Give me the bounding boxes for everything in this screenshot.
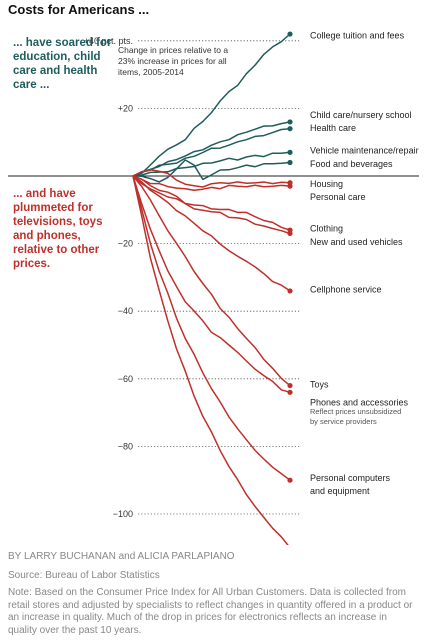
series-label: Televisions <box>310 543 355 545</box>
series-labels: College tuition and fees Child care/nurse… <box>310 31 419 545</box>
series-label: Cellphone service <box>310 285 382 295</box>
y-tick-label: +20 <box>118 103 133 113</box>
series-label: College tuition and fees <box>310 31 405 41</box>
series-line <box>132 175 291 481</box>
series-line <box>132 151 291 177</box>
series-label: Housing <box>310 179 343 189</box>
series-line <box>132 175 291 235</box>
y-tick-label: −80 <box>118 441 133 451</box>
series-line <box>132 175 291 292</box>
series-line <box>132 33 291 177</box>
series-end-marker <box>287 230 293 237</box>
plummeted-annotation: ... and have plummeted for televisions, … <box>13 188 103 270</box>
line-chart: +40 pct. pts. +20 −20 −40 −60 −80 −100 College… <box>8 31 419 545</box>
series-label: Toys <box>310 380 329 390</box>
series-line <box>132 175 291 192</box>
series-end-marker <box>287 159 293 166</box>
series-label: Clothing <box>310 223 343 233</box>
series-label: Child care/nursery school <box>310 110 412 120</box>
y-tick-label: −60 <box>118 374 133 384</box>
series-line <box>132 175 291 394</box>
series-label: Vehicle maintenance/repair <box>310 145 419 155</box>
soared-annotation: ... have soared for education, child car… <box>13 37 112 91</box>
series-line <box>132 175 289 545</box>
series-label: and equipment <box>310 486 370 496</box>
reference-note: Change in prices relative to a 23% increa… <box>118 45 228 77</box>
phones-note: Reflect prices unsubsidized by service pr… <box>310 407 401 426</box>
series-end-marker <box>287 126 293 132</box>
series-label: Health care <box>310 123 356 133</box>
y-tick-label: −40 <box>118 306 133 316</box>
series-end-marker <box>287 389 293 395</box>
series-end-marker <box>287 183 293 189</box>
series-line <box>132 168 291 188</box>
series-line <box>132 175 291 231</box>
series-line <box>132 127 291 177</box>
source-note: Source: Bureau of Labor Statistics <box>8 570 160 581</box>
byline: BY LARRY BUCHANAN and ALICIA PARLAPIANO <box>8 551 235 562</box>
y-tick-label: −100 <box>113 509 133 519</box>
series-label: Phones and accessories <box>310 397 409 407</box>
y-tick-label: +40 pct. pts. <box>84 36 133 46</box>
series-end-marker <box>287 31 293 37</box>
series-end-marker <box>287 288 293 294</box>
series-end-marker <box>287 382 293 389</box>
series-label: Personal care <box>310 192 366 202</box>
series-label: Personal computers <box>310 473 391 483</box>
series-line <box>132 175 291 387</box>
series-end-marker <box>287 119 293 125</box>
series-line <box>132 159 291 183</box>
series-label: Food and beverages <box>310 159 393 169</box>
footnote: Note: Based on the Consumer Price Index … <box>8 587 413 636</box>
series-end-marker <box>287 149 293 155</box>
series-end-marker <box>287 477 293 483</box>
y-tick-label: −20 <box>118 239 133 249</box>
series-line <box>132 121 291 177</box>
chart-title: Costs for Americans ... <box>8 2 150 17</box>
y-tick-labels: +40 pct. pts. +20 −20 −40 −60 −80 −100 <box>84 36 133 519</box>
series-lines <box>132 31 293 545</box>
series-label: New and used vehicles <box>310 237 403 247</box>
